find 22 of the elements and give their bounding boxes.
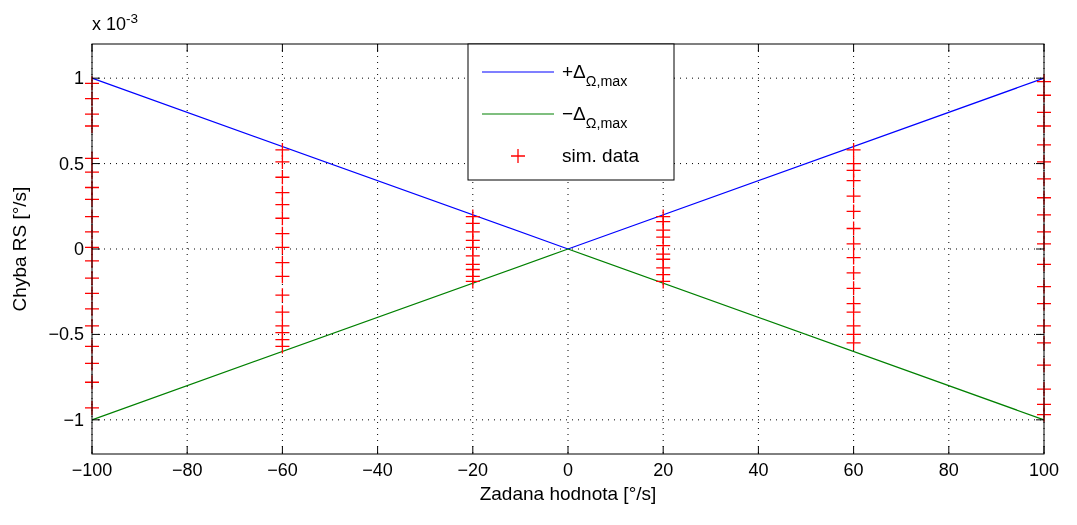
- x-tick-label: 40: [748, 460, 769, 480]
- y-tick-label: 0: [73, 239, 84, 259]
- x-tick-label: 20: [653, 460, 674, 480]
- legend-label: sim. data: [562, 145, 640, 166]
- x-tick-label: 80: [938, 460, 959, 480]
- x-tick-label: −40: [362, 460, 393, 480]
- x-tick-label: 60: [843, 460, 864, 480]
- legend-label: −Δ$_{Ω,max}$: [562, 103, 628, 131]
- y-tick-label: −1: [63, 409, 84, 430]
- x-tick-label: 100: [1028, 460, 1060, 480]
- x-tick-label: −20: [457, 460, 489, 480]
- legend-label: +Δ$_{Ω,max}$: [562, 61, 628, 89]
- x-tick-label: −100: [71, 460, 113, 480]
- x-tick-label: −80: [171, 460, 203, 480]
- x-axis-title: Zadana hodnota [°/s]: [479, 483, 657, 504]
- y-tick-label: 0.5: [58, 153, 84, 174]
- x-tick-label: 0: [562, 460, 574, 480]
- x-tick-label: −60: [267, 460, 298, 480]
- y-axis-title: Chyba RS [°/s]: [9, 186, 30, 312]
- text: x 10$^{-3}$: [92, 10, 139, 34]
- y-tick-label: 1: [73, 68, 84, 89]
- y-tick-label: −0.5: [48, 324, 84, 345]
